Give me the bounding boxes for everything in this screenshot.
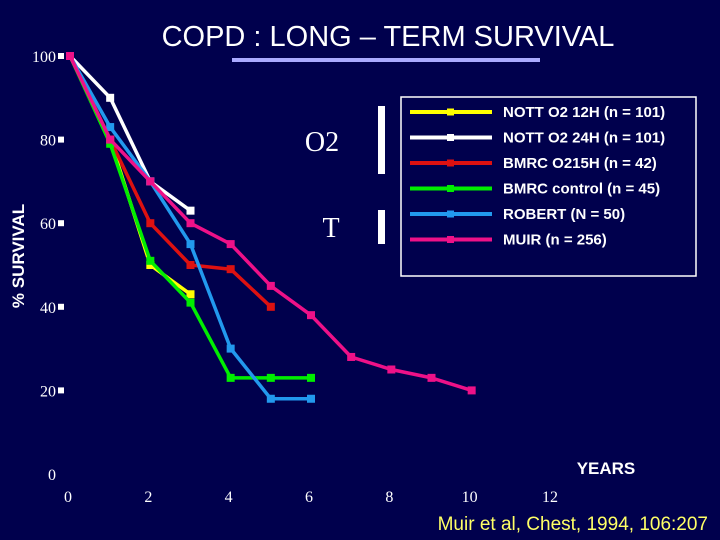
series-line <box>68 54 192 213</box>
legend-marker <box>447 185 454 192</box>
y-tick-mark <box>58 220 64 227</box>
y-tick-label: 40 <box>40 300 56 317</box>
legend-label: NOTT O2 12H (n = 101) <box>503 104 665 121</box>
data-point <box>307 394 315 403</box>
legend-label: BMRC control (n = 45) <box>503 181 660 198</box>
series-line <box>68 55 473 393</box>
chart-title: COPD : LONG – TERM SURVIVAL <box>162 21 615 53</box>
data-point <box>226 265 235 274</box>
y-tick-mark <box>58 53 64 59</box>
legend-marker <box>447 159 454 167</box>
annotation-bar-o2 <box>378 106 385 174</box>
x-tick-label: 8 <box>385 489 393 506</box>
y-tick-label: 20 <box>40 383 56 400</box>
legend-marker <box>447 236 454 243</box>
data-point <box>427 373 436 382</box>
data-point <box>266 281 275 290</box>
data-point <box>186 206 195 215</box>
data-point <box>266 394 275 403</box>
data-point <box>146 219 155 228</box>
data-point <box>66 52 74 60</box>
x-tick-label: 6 <box>305 489 313 506</box>
legend-marker <box>447 108 454 116</box>
data-point <box>106 135 115 144</box>
citation: Muir et al, Chest, 1994, 106:207 <box>438 514 708 535</box>
data-point <box>467 386 476 395</box>
data-point <box>266 302 275 311</box>
x-tick-label: 0 <box>64 489 72 506</box>
y-tick-label: 60 <box>40 216 56 233</box>
data-point <box>186 290 195 299</box>
y-tick-mark <box>58 303 64 310</box>
y-axis-ticks: 0 20 40 60 80 100 <box>32 49 64 484</box>
legend-label: BMRC O215H (n = 42) <box>503 155 657 172</box>
data-point <box>186 261 195 269</box>
x-tick-label: 4 <box>225 489 233 506</box>
data-point <box>226 344 235 353</box>
annotation-bar-t <box>378 210 385 244</box>
legend-label: ROBERT (N = 50) <box>503 206 625 223</box>
legend: NOTT O2 12H (n = 101) NOTT O2 24H (n = 10… <box>410 104 665 249</box>
data-point <box>106 123 115 132</box>
data-point <box>307 373 315 382</box>
y-tick-label: 0 <box>48 467 56 484</box>
data-point <box>146 256 155 265</box>
data-point <box>186 219 195 228</box>
series-line <box>68 55 311 401</box>
data-point <box>186 298 195 307</box>
data-point <box>106 93 115 102</box>
y-axis-label: % SURVIVAL <box>9 204 28 308</box>
legend-box <box>400 96 697 277</box>
x-axis-label: YEARS <box>577 459 636 478</box>
x-tick-label: 12 <box>542 489 558 506</box>
legend-marker <box>447 210 454 218</box>
annotation-t: T <box>322 213 339 244</box>
series-line <box>68 55 311 380</box>
data-point <box>387 365 396 374</box>
annotation-o2: O2 <box>305 127 339 158</box>
data-point <box>146 261 155 269</box>
title-underline <box>232 58 540 62</box>
series-layer <box>66 52 476 403</box>
x-axis-ticks: 0 2 4 6 8 10 12 <box>64 489 558 506</box>
legend-label: NOTT O2 24H (n = 101) <box>503 130 665 147</box>
data-point <box>226 240 235 249</box>
y-tick-label: 100 <box>32 49 56 66</box>
y-tick-label: 80 <box>40 133 56 150</box>
data-point <box>226 373 235 382</box>
y-tick-mark <box>58 136 64 143</box>
legend-label: MUIR (n = 256) <box>503 232 607 249</box>
data-point <box>266 373 275 382</box>
y-tick-mark <box>58 387 64 394</box>
data-point <box>347 352 356 361</box>
x-tick-label: 2 <box>144 489 152 506</box>
data-point <box>307 311 315 320</box>
data-point <box>146 177 155 186</box>
series-line <box>68 55 272 309</box>
data-point <box>106 139 115 148</box>
x-tick-label: 10 <box>462 489 478 506</box>
data-point <box>186 240 195 249</box>
legend-marker <box>447 134 454 141</box>
